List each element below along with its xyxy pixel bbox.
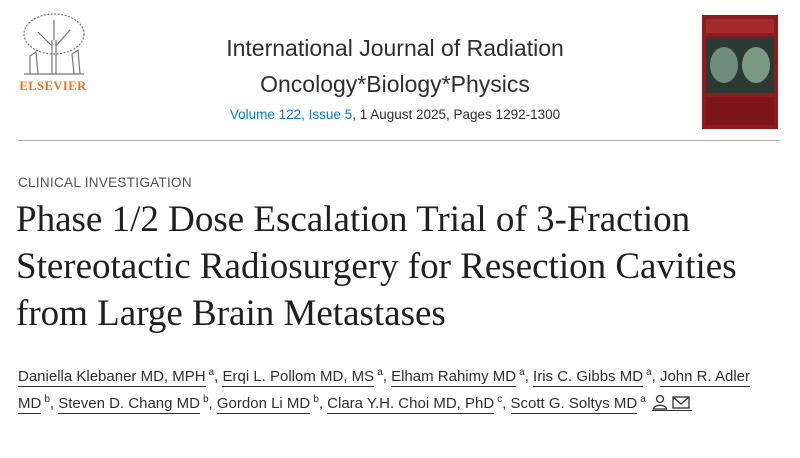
author-name[interactable]: Daniella Klebaner MD, MPH [18, 368, 206, 387]
author: Clara Y.H. Choi MD, PhD c [327, 394, 503, 414]
author-separator: , [318, 395, 323, 412]
author-name[interactable]: John R. Adler MD [18, 368, 751, 414]
publisher-name: ELSEVIER [19, 79, 87, 93]
author-name[interactable]: Gordon Li MD [216, 395, 311, 414]
author-name[interactable]: Clara Y.H. Choi MD, PhD [327, 395, 495, 414]
journal-cover[interactable] [702, 15, 778, 129]
author-separator: , [651, 368, 656, 385]
divider [18, 140, 780, 141]
author-separator: , [208, 395, 213, 412]
article-title: Phase 1/2 Dose Escalation Trial of 3-Fra… [16, 199, 737, 334]
contact-icons[interactable] [651, 394, 692, 411]
author: John R. Adler MD b [18, 368, 751, 414]
article-section: CLINICAL INVESTIGATION [18, 175, 192, 190]
affiliation-marker[interactable]: b [44, 394, 50, 405]
author-name[interactable]: Steven D. Chang MD [58, 395, 200, 414]
affiliation-marker[interactable]: a [377, 367, 383, 378]
author-name[interactable]: Erqi L. Pollom MD, MS [222, 368, 375, 387]
author-name[interactable]: Scott G. Soltys MD [510, 395, 638, 414]
author-separator: , [382, 368, 387, 385]
author-separator: , [524, 368, 529, 385]
author-list: Daniella Klebaner MD, MPH a, Erqi L. Poll… [18, 363, 758, 417]
affiliation-marker[interactable]: a [519, 367, 525, 378]
author: Steven D. Chang MD b [58, 394, 209, 414]
affiliation-marker[interactable]: a [208, 367, 215, 378]
volume-issue-link[interactable]: Volume 122, Issue 5 [229, 107, 353, 122]
journal-title[interactable]: International Journal of Radiation Oncol… [226, 35, 564, 97]
author: Erqi L. Pollom MD, MS a [222, 367, 383, 387]
author-separator: , [214, 368, 219, 385]
issue-info: Volume 122, Issue 5, 1 August 2025, Page… [180, 107, 610, 122]
author-name[interactable]: Elham Rahimy MD [391, 368, 517, 387]
affiliation-marker[interactable]: b [202, 394, 209, 405]
author-separator: , [49, 395, 55, 412]
affiliation-marker[interactable]: c [497, 394, 503, 405]
author-separator: , [502, 395, 507, 412]
author-name[interactable]: Iris C. Gibbs MD [533, 368, 644, 387]
author: Iris C. Gibbs MD a [533, 367, 652, 387]
date-pages: , 1 August 2025, Pages 1292-1300 [352, 107, 561, 122]
author: Elham Rahimy MD a [391, 367, 525, 387]
affiliation-marker[interactable]: b [313, 394, 319, 405]
author: Daniella Klebaner MD, MPH a [18, 367, 215, 387]
author: Gordon Li MD b [216, 394, 319, 414]
author: Scott G. Soltys MD a [510, 394, 646, 414]
elsevier-tree-logo [23, 13, 85, 75]
affiliation-marker[interactable]: a [640, 394, 646, 405]
affiliation-marker[interactable]: a [646, 367, 652, 378]
